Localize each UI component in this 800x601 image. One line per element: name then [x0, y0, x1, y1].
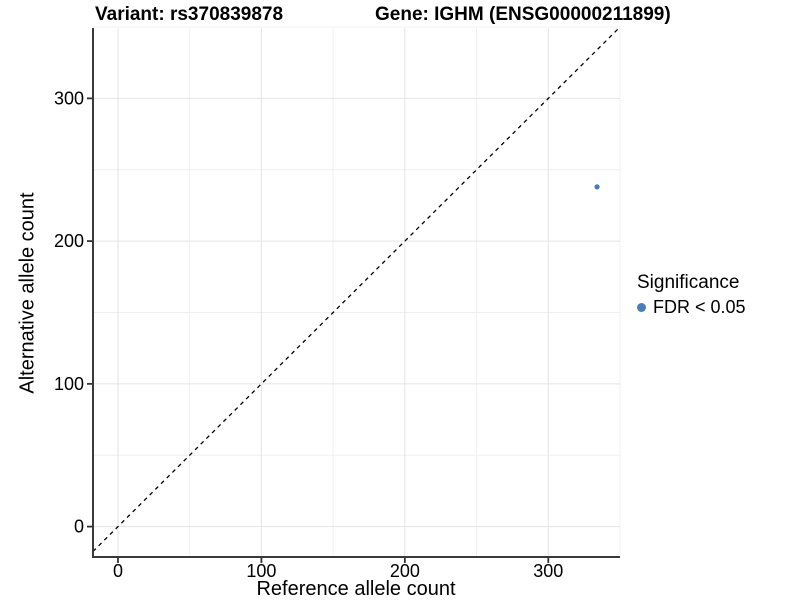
legend-title: Significance: [637, 272, 740, 293]
x-tick-label: 300: [533, 561, 563, 581]
x-tick-label: 200: [390, 561, 420, 581]
y-tick-label: 100: [54, 374, 84, 394]
y-tick-label: 0: [74, 517, 84, 537]
legend-item: FDR < 0.05: [637, 297, 746, 318]
legend-point-swatch: [637, 303, 646, 312]
plot-title-variant: Variant: rs370839878: [95, 4, 284, 25]
data-point: [594, 184, 600, 190]
x-tick-label: 0: [113, 561, 123, 581]
x-axis-title: Reference allele count: [256, 578, 456, 600]
plot-title-gene: Gene: IGHM (ENSG00000211899): [375, 4, 671, 25]
x-tick-label: 100: [246, 561, 276, 581]
identity-line: [92, 27, 620, 552]
y-tick-label: 300: [54, 88, 84, 108]
legend: Significance FDR < 0.05: [637, 272, 746, 318]
legend-item-label: FDR < 0.05: [653, 297, 746, 317]
y-tick-label: 200: [54, 231, 84, 251]
